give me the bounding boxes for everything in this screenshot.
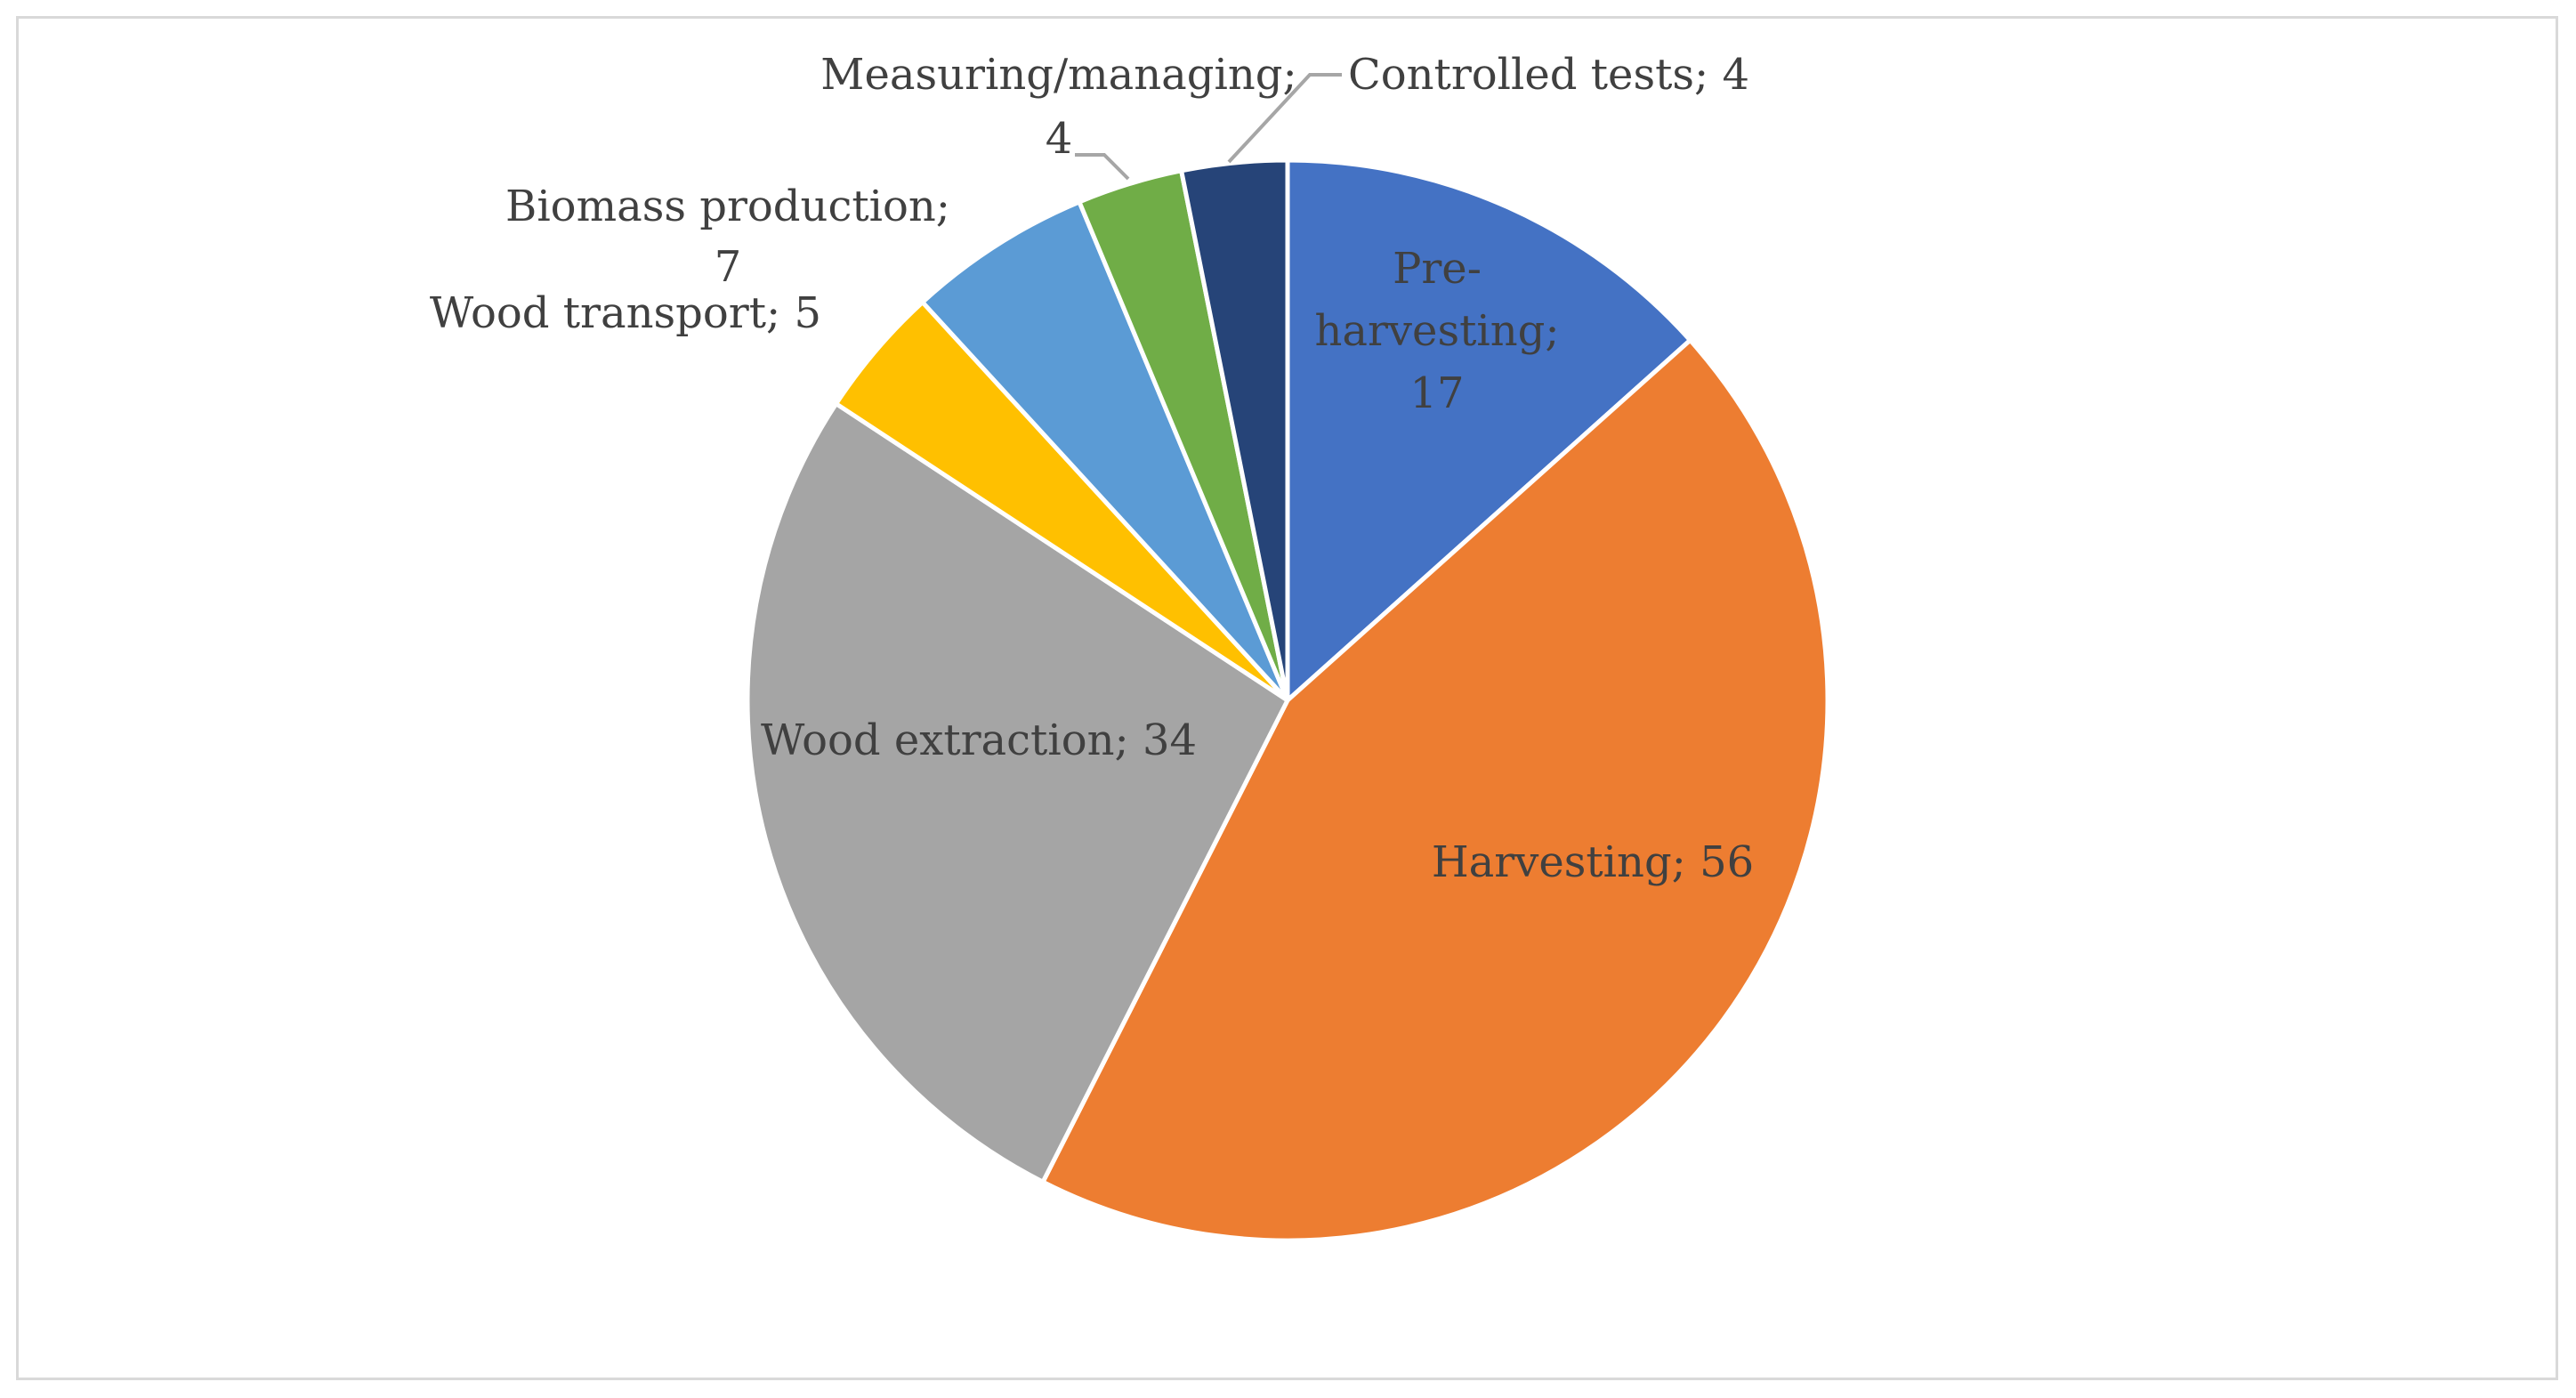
data-label-line: 7	[715, 242, 742, 292]
pie-slice-pre-harvesting	[1285, 158, 1692, 703]
data-label-line: 4	[1046, 114, 1073, 164]
data-labels: Pre-harvesting; 17 Harvesting; 56 Wood extr…	[430, 50, 1754, 887]
data-label-wood-transport: Wood transport; 5	[430, 288, 821, 338]
data-label-line: Pre-	[1393, 244, 1482, 294]
data-label-line: Controlled tests; 4	[1348, 50, 1749, 100]
data-label-pre-harvesting: Pre-harvesting; 17	[1314, 244, 1559, 418]
data-label-biomass-production: Biomass production; 7	[505, 182, 950, 292]
leader-line-controlled-tests	[1227, 73, 1342, 164]
pie-slice-biomass-production	[920, 199, 1290, 703]
leader-line-measuring-managing	[1075, 153, 1130, 181]
data-label-controlled-tests: Controlled tests; 4	[1348, 50, 1749, 100]
data-label-harvesting: Harvesting; 56	[1432, 837, 1754, 887]
data-label-line: 17	[1409, 368, 1464, 418]
data-label-measuring-managing: Measuring/managing; 4	[820, 50, 1296, 164]
data-label-line: Wood transport; 5	[430, 288, 821, 338]
data-label-line: Measuring/managing;	[820, 50, 1296, 100]
pie-slice-harvesting	[1040, 337, 1830, 1243]
leader-lines	[1075, 73, 1342, 181]
pie-slice-wood-extraction	[745, 401, 1290, 1184]
data-label-line: Biomass production;	[505, 182, 950, 231]
pie-slice-controlled-tests	[1179, 158, 1290, 703]
pie-slices	[745, 158, 1830, 1243]
data-label-wood-extraction: Wood extraction; 34	[761, 715, 1197, 765]
data-label-line: Harvesting; 56	[1432, 837, 1754, 887]
data-label-line: Wood extraction; 34	[761, 715, 1197, 765]
data-label-line: harvesting;	[1314, 306, 1559, 356]
